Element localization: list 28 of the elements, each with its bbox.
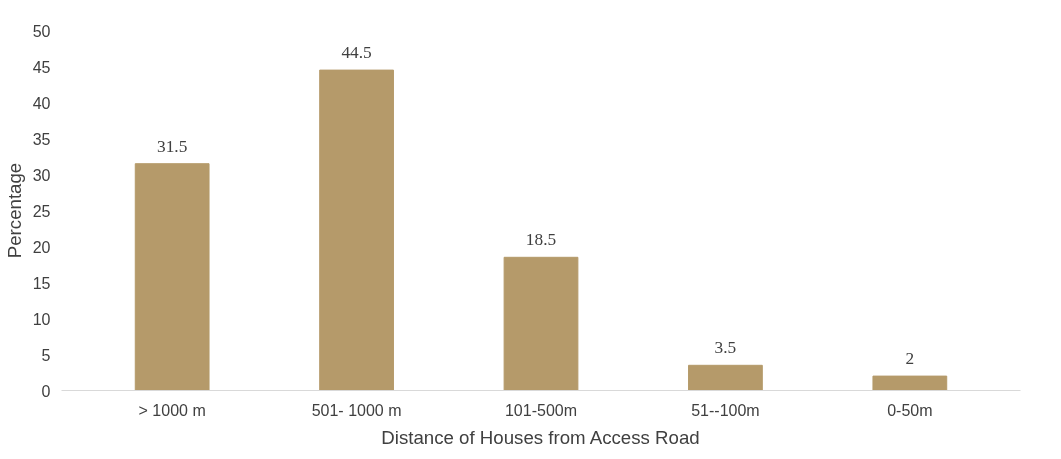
y-tick-label: 45 [32, 58, 51, 76]
bar [319, 69, 394, 391]
y-tick-label: 25 [32, 202, 51, 220]
y-tick-label: 0 [41, 382, 51, 400]
bar [134, 163, 210, 391]
x-tick-label: > 1000 m [138, 401, 206, 419]
bar [872, 375, 948, 391]
y-tick-label: 50 [32, 22, 51, 40]
data-label: 3.5 [714, 338, 737, 358]
x-axis-title: Distance of Houses from Access Road [381, 426, 700, 448]
y-tick-label: 40 [32, 94, 51, 112]
data-label: 2 [905, 349, 915, 369]
data-label: 44.5 [341, 43, 372, 63]
bar [688, 364, 763, 391]
data-label: 18.5 [525, 230, 557, 250]
y-tick-label: 35 [32, 130, 51, 148]
y-tick-label: 20 [32, 238, 51, 256]
y-tick-label: 5 [41, 346, 51, 364]
y-tick-label: 30 [32, 166, 51, 184]
x-tick-label: 0-50m [887, 401, 933, 419]
y-tick-label: 15 [32, 274, 51, 292]
y-tick-label: 10 [32, 310, 51, 328]
y-axis-title: Percentage [3, 162, 25, 259]
x-tick-label: 501- 1000 m [311, 401, 402, 419]
bar [503, 256, 579, 391]
x-tick-label: 51--100m [691, 401, 760, 419]
x-tick-label: 101-500m [504, 401, 578, 419]
data-label: 31.5 [156, 136, 188, 156]
